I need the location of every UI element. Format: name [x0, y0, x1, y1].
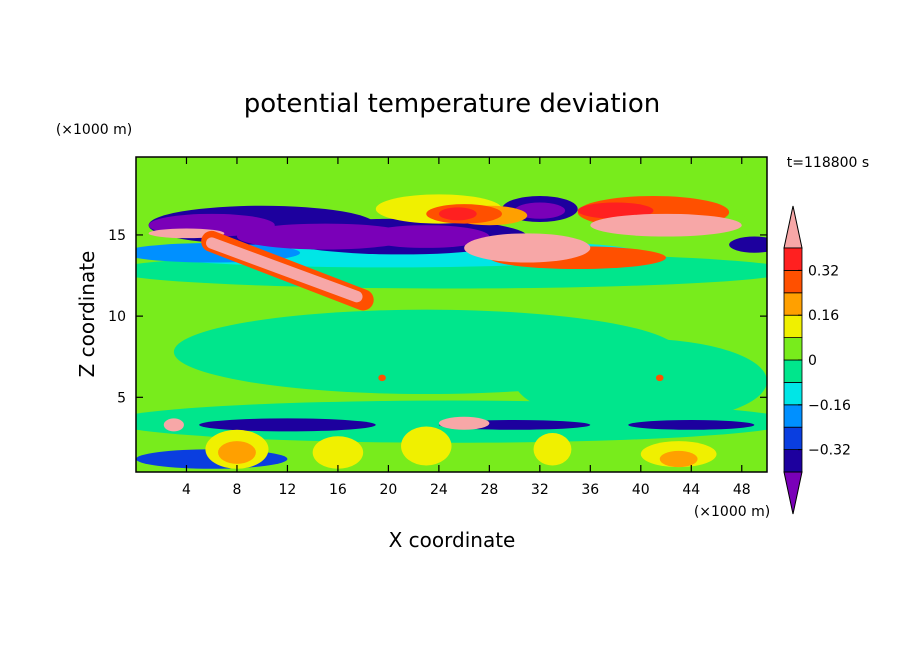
contour-region-25	[464, 233, 591, 263]
colorbar-segment	[783, 269, 803, 294]
x-axis: 4 8 12 16 20 24 28 32 36 40 44 48	[182, 157, 751, 498]
contour-region-15	[514, 202, 566, 219]
colorbar-extend-max	[783, 205, 803, 249]
contour-region-36	[533, 433, 572, 466]
x-tick-label: 16	[329, 482, 347, 498]
contour-region-29	[199, 418, 376, 432]
colorbar-tick-label: 0.16	[808, 308, 839, 324]
chart-title: potential temperature deviation	[244, 89, 660, 119]
x-tick-label: 24	[430, 482, 448, 498]
colorbar-segment	[783, 337, 803, 361]
contour-region-16	[729, 236, 767, 253]
x-tick-label: 20	[379, 482, 397, 498]
x-tick-label: 32	[531, 482, 549, 498]
x-tick-label: 44	[682, 482, 700, 498]
contour-region-41	[438, 416, 490, 430]
colorbar-extend-min	[783, 471, 803, 515]
colorbar-segment	[783, 404, 803, 428]
contour-region-38	[218, 441, 256, 464]
contour-region-2	[136, 157, 364, 203]
contour-band-28	[206, 237, 363, 303]
colorbar-segment	[783, 314, 803, 339]
plot-frame	[135, 156, 768, 473]
colorbar-segment	[783, 426, 803, 451]
contour-region-12	[236, 223, 414, 250]
x-tick-label: 36	[581, 482, 599, 498]
x-tick-label: 12	[279, 482, 297, 498]
contour-region-42	[655, 374, 664, 382]
contour-region-22	[577, 202, 654, 219]
contour-region-35	[401, 426, 452, 466]
x-tick-label: 48	[733, 482, 751, 498]
contour-region-20	[438, 207, 477, 221]
y-tick-label: 5	[117, 390, 126, 406]
colorbar-tick-label: 0	[808, 353, 817, 369]
colorbar-segment	[783, 247, 803, 271]
contour-region-40	[163, 418, 184, 432]
colorbar-segment	[783, 449, 803, 473]
colorbar-segment	[783, 292, 803, 316]
colorbar: −0.32 −0.16 0 0.16 0.32	[783, 205, 851, 515]
y-unit-label: (×1000 m)	[56, 122, 132, 138]
contour-region-23	[590, 213, 742, 237]
time-label: t=118800 s	[787, 155, 869, 171]
contour-region-34	[312, 436, 364, 469]
colorbar-tick-label: −0.32	[808, 443, 851, 459]
y-tick-label: 10	[108, 309, 126, 325]
x-unit-label: (×1000 m)	[694, 504, 770, 520]
x-tick-label: 40	[632, 482, 650, 498]
contour-field	[136, 157, 767, 472]
y-tick-label: 15	[108, 228, 126, 244]
contour-region-31	[628, 420, 755, 430]
y-axis-label: Z coordinate	[75, 251, 99, 378]
x-tick-label: 4	[182, 482, 191, 498]
colorbar-tick-label: 0.32	[808, 263, 839, 279]
x-tick-label: 28	[480, 482, 498, 498]
x-axis-label: X coordinate	[389, 528, 516, 552]
contour-region-13	[363, 225, 490, 248]
contour-region-39	[659, 450, 698, 468]
colorbar-tick-label: −0.16	[808, 398, 851, 414]
colorbar-segment	[783, 381, 803, 406]
contour-region-43	[378, 374, 386, 382]
colorbar-segment	[783, 359, 803, 383]
y-axis: 5 10 15	[108, 228, 767, 406]
x-tick-label: 8	[232, 482, 241, 498]
